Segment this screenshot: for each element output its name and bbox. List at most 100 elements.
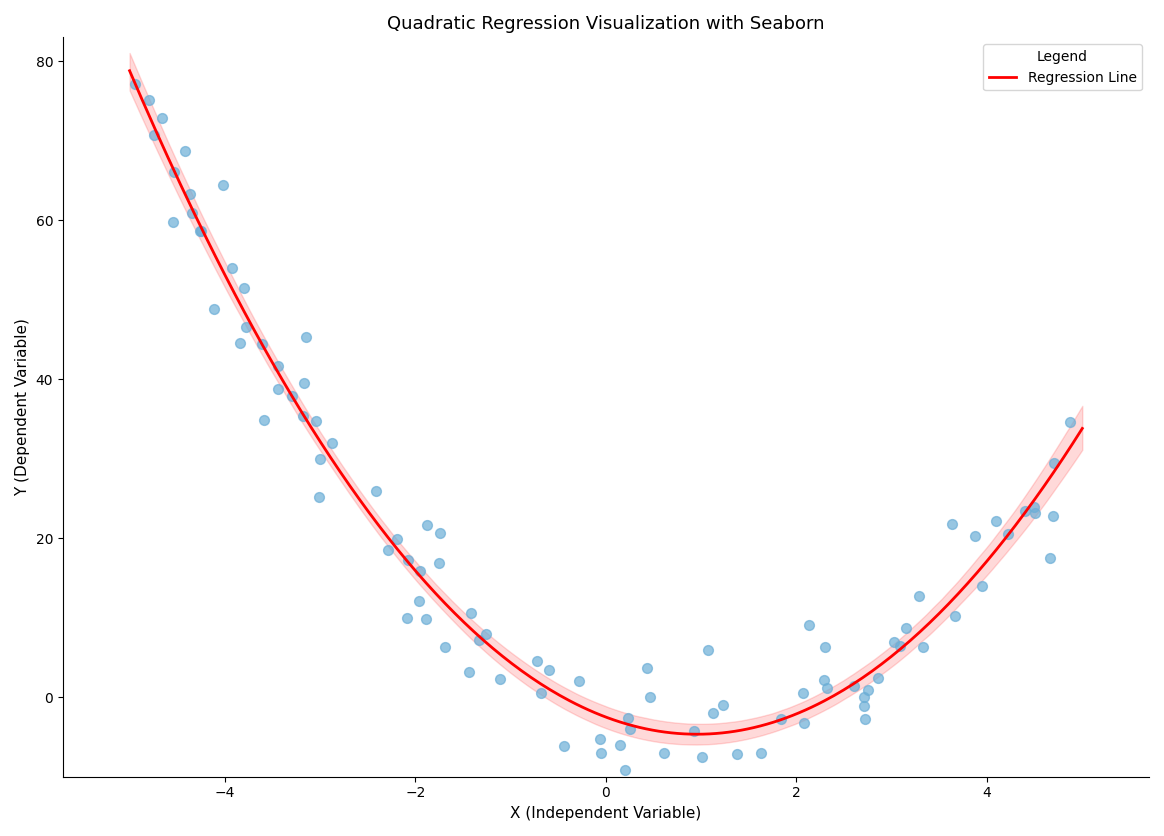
Point [307, 415, 326, 428]
X-axis label: X (Independent Variable): X (Independent Variable) [510, 806, 702, 821]
Point [205, 303, 223, 316]
Point [417, 612, 435, 625]
Point [388, 533, 406, 546]
Point [1044, 456, 1063, 470]
Point [367, 484, 385, 497]
Point [460, 665, 478, 679]
Point [213, 179, 232, 192]
Point [234, 282, 253, 295]
Point [469, 634, 488, 647]
Point [610, 738, 629, 752]
Point [223, 262, 242, 275]
Point [700, 643, 718, 656]
Point [856, 691, 874, 704]
Point [1024, 500, 1043, 513]
Point [1041, 552, 1059, 565]
Point [152, 112, 171, 125]
Point [140, 93, 158, 106]
Point [592, 747, 611, 760]
Point [859, 684, 878, 697]
Point [943, 517, 961, 531]
Point [254, 337, 272, 350]
Point [1060, 415, 1079, 429]
Point [816, 640, 835, 654]
Point [163, 215, 182, 228]
Point [164, 165, 183, 178]
Point [293, 409, 312, 422]
Point [714, 698, 732, 711]
Title: Quadratic Regression Visualization with Seaborn: Quadratic Regression Visualization with … [388, 15, 825, 33]
Point [1025, 507, 1044, 520]
Point [191, 224, 210, 237]
Point [973, 579, 992, 593]
Point [431, 526, 449, 539]
Point [311, 452, 329, 466]
Point [430, 556, 448, 569]
Point [398, 553, 417, 567]
Point [180, 188, 199, 201]
Point [297, 330, 315, 344]
Point [890, 640, 909, 653]
Point [236, 320, 255, 334]
Point [638, 661, 656, 675]
Point [126, 77, 144, 90]
Point [618, 711, 637, 725]
Point [795, 716, 814, 729]
Point [1015, 505, 1034, 518]
Point [269, 383, 288, 396]
Point [176, 145, 194, 158]
Point [570, 675, 589, 688]
Point [378, 543, 397, 557]
Point [966, 529, 985, 543]
Point [752, 747, 771, 760]
Point [477, 627, 496, 640]
Point [999, 527, 1017, 540]
Point [794, 686, 812, 700]
Point [897, 621, 916, 635]
Point [255, 414, 274, 427]
Point [693, 750, 711, 763]
Point [144, 128, 163, 141]
Point [616, 763, 634, 777]
Point [540, 663, 559, 676]
Point [868, 671, 887, 685]
Point [462, 606, 481, 619]
Point [684, 725, 703, 738]
Point [854, 699, 873, 712]
Point [856, 712, 874, 726]
Point [728, 747, 746, 761]
Point [555, 740, 574, 753]
Point [410, 594, 428, 608]
Point [987, 514, 1006, 528]
Point [772, 712, 790, 726]
Point [398, 611, 417, 624]
Point [230, 337, 249, 350]
Point [527, 654, 546, 667]
Point [655, 746, 674, 759]
Point [411, 564, 430, 578]
Point [845, 680, 864, 693]
Point [435, 640, 454, 654]
Legend: Regression Line: Regression Line [984, 44, 1142, 90]
Point [191, 224, 210, 237]
Point [322, 436, 341, 449]
Point [620, 722, 639, 736]
Point [183, 206, 201, 220]
Point [590, 732, 609, 746]
Point [417, 518, 435, 532]
Point [800, 619, 818, 632]
Point [269, 359, 288, 373]
Point [532, 686, 551, 699]
Point [703, 706, 722, 719]
Point [885, 635, 903, 649]
Point [283, 390, 301, 403]
Point [914, 640, 932, 654]
Point [641, 691, 660, 704]
Point [294, 377, 313, 390]
Point [490, 673, 509, 686]
Point [1044, 510, 1063, 523]
Point [910, 589, 929, 603]
Point [690, 798, 709, 811]
Point [310, 490, 328, 503]
Point [945, 609, 964, 623]
